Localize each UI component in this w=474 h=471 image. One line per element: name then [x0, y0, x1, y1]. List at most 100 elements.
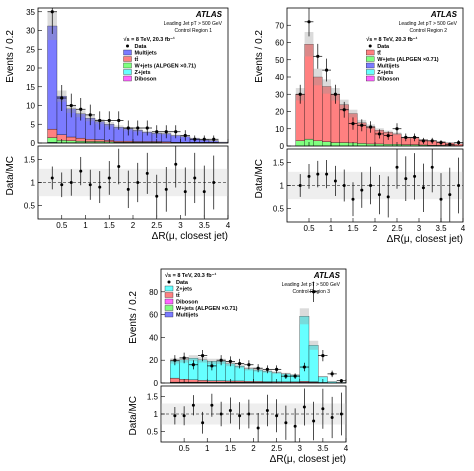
ratio-point	[312, 419, 316, 423]
legend-label: tt̄	[176, 293, 180, 299]
uncertainty-band	[318, 375, 328, 378]
data-point	[191, 363, 195, 367]
stack-bar	[322, 141, 332, 147]
data-point	[298, 92, 302, 96]
stack-bar	[313, 76, 323, 141]
stack-bar	[47, 137, 58, 143]
ratio-point	[247, 412, 251, 416]
ratio-point	[145, 171, 149, 175]
x-tick-label: 2	[373, 224, 378, 233]
stack-bar	[47, 25, 58, 130]
data-point	[193, 137, 197, 141]
data-point	[395, 127, 399, 131]
legend-swatch	[123, 56, 132, 62]
stack-bar	[94, 139, 105, 142]
data-point	[293, 374, 297, 378]
ratio-point	[342, 184, 346, 187]
ratio-point	[421, 186, 425, 190]
legend-label: Diboson	[377, 77, 400, 83]
legend-swatch	[366, 75, 375, 82]
ratio-point	[316, 172, 320, 176]
atlas-label: ATLAS	[430, 10, 458, 19]
legend-label: Data	[377, 44, 390, 50]
ratio-point	[79, 169, 83, 173]
ratio-point	[275, 414, 279, 418]
ratio-point	[107, 176, 111, 180]
stack-bar	[85, 141, 96, 143]
legend-swatch	[164, 298, 174, 305]
ratio-point	[430, 165, 434, 169]
stack-bar	[188, 379, 199, 383]
uncertainty-band	[348, 109, 358, 118]
data-point	[386, 134, 390, 138]
stack-bar	[313, 140, 323, 147]
y-tick-label: 30	[275, 90, 284, 99]
ratio-y-tick-label: 0.5	[273, 204, 285, 213]
x-tick-label: 1	[83, 221, 88, 230]
ratio-point	[212, 181, 216, 184]
ratio-point	[228, 409, 232, 412]
legend-label: tt̄	[377, 50, 381, 56]
x-tick-label: 3.5	[317, 444, 329, 453]
x-tick-label: 1	[205, 444, 210, 453]
ratio-point	[386, 195, 390, 199]
lumi-label: √s = 8 TeV, 20.3 fb⁻¹	[366, 36, 417, 43]
y-tick-label: 70	[275, 21, 284, 30]
y-tick-label: 60	[149, 311, 158, 320]
legend-swatch	[366, 69, 375, 75]
uncertainty-band	[322, 79, 331, 94]
data-point	[275, 367, 279, 371]
legend-marker-data	[167, 280, 171, 284]
ratio-point	[219, 412, 223, 416]
data-point	[448, 142, 452, 146]
x-tick-label: 3.5	[435, 224, 447, 233]
data-point	[173, 358, 177, 362]
data-point	[307, 20, 311, 24]
ratio-point	[256, 426, 260, 430]
data-point	[360, 123, 364, 127]
legend-label: Data	[176, 280, 189, 286]
data-point	[325, 68, 329, 72]
y-tick-label: 40	[149, 333, 158, 342]
y-tick-label: 80	[149, 288, 158, 297]
x-tick-label: 1.5	[225, 444, 237, 453]
ratio-point	[210, 403, 214, 407]
stack-bar	[244, 368, 254, 382]
stack-bar	[85, 139, 96, 142]
ratio-point	[404, 177, 408, 181]
ratio-point	[173, 414, 177, 418]
data-point	[333, 92, 337, 96]
data-point	[330, 372, 334, 376]
data-point	[247, 363, 251, 367]
y-tick-label: 40	[275, 73, 284, 82]
x-axis-label: ΔR(μ, closest jet)	[387, 234, 463, 245]
ratio-point	[377, 193, 381, 197]
ratio-point	[360, 188, 364, 192]
ratio-point	[50, 176, 54, 180]
ratio-y-tick-label: 1	[154, 410, 159, 419]
ratio-point	[333, 179, 337, 183]
data-point	[88, 113, 92, 117]
ratio-point	[298, 184, 302, 187]
info-line: Leading Jet pT > 500 GeV	[282, 282, 341, 288]
chart-panel-2	[286, 7, 464, 223]
x-tick-label: 2	[251, 444, 256, 453]
x-axis-label: ΔR(μ, closest jet)	[152, 231, 228, 242]
stack-bar	[339, 142, 349, 147]
data-point	[212, 137, 216, 141]
y-tick-label: 10	[275, 125, 284, 134]
uncertainty-band	[304, 32, 314, 57]
ratio-point	[183, 190, 187, 194]
ratio-y-axis-label: Data/MC	[5, 156, 16, 195]
stack-bar	[197, 359, 208, 381]
data-point	[182, 356, 186, 360]
legend-label: tt̄	[135, 57, 139, 63]
y-tick-label: 50	[275, 56, 284, 65]
y-tick-label: 0	[280, 142, 285, 151]
y-tick-label: 25	[26, 45, 35, 54]
data-point	[201, 354, 205, 358]
data-point	[69, 103, 73, 108]
x-tick-label: 2	[131, 221, 136, 230]
atlas-label: ATLAS	[195, 10, 223, 19]
